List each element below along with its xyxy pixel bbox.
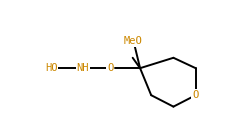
Text: O: O (193, 90, 199, 100)
Text: NH: NH (76, 63, 89, 73)
Text: HO: HO (45, 63, 57, 73)
Text: O: O (107, 63, 114, 73)
Text: MeO: MeO (123, 36, 142, 46)
